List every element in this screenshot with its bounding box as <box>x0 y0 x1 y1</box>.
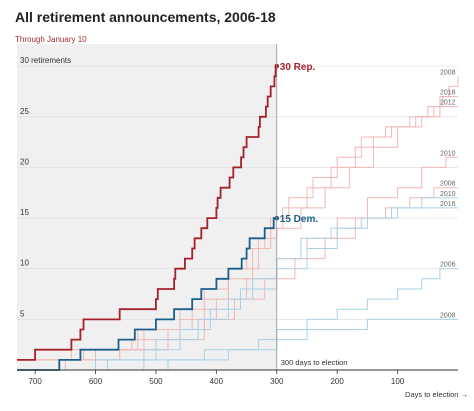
x-axis-ticks: 700 600 500 400 300 200 100 <box>28 370 405 386</box>
series-label: 2010 <box>440 191 456 198</box>
x-tick-label: 600 <box>89 377 103 386</box>
marker-label: 300 days to election <box>281 358 348 367</box>
y-tick-label: 20 <box>20 157 29 166</box>
series-labels: 2008 2018 2012 2010 2006 2010 2016 2006 2008 <box>440 69 456 319</box>
series-line-2006-D <box>17 268 458 371</box>
x-tick-label: 200 <box>330 377 344 386</box>
series-label: 2016 <box>440 201 456 208</box>
series-line-2012-R <box>17 106 458 361</box>
series-label: 2008 <box>440 69 456 76</box>
series-label: 2008 <box>440 312 456 319</box>
series-label: 2012 <box>440 100 456 107</box>
series-label: 2006 <box>440 262 456 269</box>
x-tick-label: 700 <box>28 377 42 386</box>
series-label: 2006 <box>440 181 456 188</box>
series-line-2008-D <box>17 318 458 371</box>
shaded-period <box>17 44 277 370</box>
x-tick-label: 100 <box>391 377 405 386</box>
series-label: 2018 <box>440 90 456 97</box>
y-tick-label: 10 <box>20 259 29 268</box>
x-axis-label: Days to election → <box>405 390 468 399</box>
x-tick-label: 500 <box>149 377 163 386</box>
chart-title: All retirement announcements, 2006-18 <box>15 9 276 25</box>
x-tick-label: 300 <box>270 377 284 386</box>
series-line-2018 Dem. <box>17 217 277 371</box>
highlight-series: 30 Rep. 15 Dem. <box>17 62 319 371</box>
series-line-2018 Rep. <box>17 65 277 361</box>
y-tick-label: 5 <box>20 309 25 318</box>
series-end-label: 30 Rep. <box>280 62 316 73</box>
y-axis-ticks: 5 10 15 20 25 30 retirements <box>20 56 71 318</box>
y-tick-label: 30 retirements <box>20 56 71 65</box>
series-end-label: 15 Dem. <box>280 214 319 225</box>
y-tick-label: 15 <box>20 208 29 217</box>
x-tick-label: 400 <box>210 377 224 386</box>
series-label: 2010 <box>440 150 456 157</box>
chart-subtitle: Through January 10 <box>15 35 87 44</box>
y-tick-label: 25 <box>20 107 29 116</box>
